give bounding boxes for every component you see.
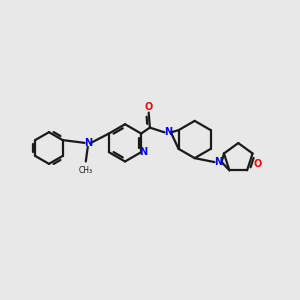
Text: O: O bbox=[253, 159, 262, 169]
Text: O: O bbox=[145, 102, 153, 112]
Text: N: N bbox=[214, 157, 223, 167]
Text: N: N bbox=[164, 128, 172, 137]
Text: N: N bbox=[139, 147, 147, 157]
Text: N: N bbox=[84, 138, 92, 148]
Text: CH₃: CH₃ bbox=[79, 166, 93, 175]
